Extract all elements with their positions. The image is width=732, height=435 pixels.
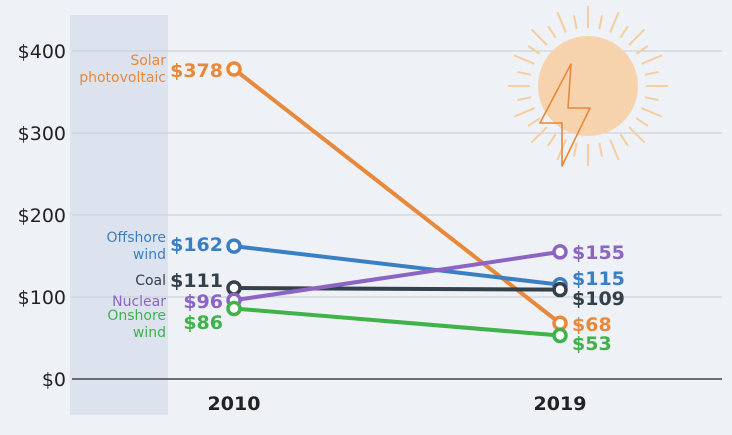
- sun-ray: [641, 54, 663, 65]
- series-name-solar: photovoltaic: [79, 70, 166, 86]
- sun-icon: [508, 6, 668, 167]
- y-tick-label: $300: [18, 123, 66, 145]
- value-label-nuclear-2010: $96: [183, 291, 223, 313]
- series-name-nuclear: Nuclear: [112, 294, 166, 310]
- sun-disc: [538, 36, 638, 136]
- sun-ray: [530, 126, 548, 144]
- sun-ray: [517, 70, 532, 76]
- sun-ray: [527, 45, 541, 55]
- data-point-coal-2019: [552, 281, 568, 298]
- sun-ray: [635, 117, 649, 127]
- y-tick-label: $0: [42, 369, 66, 391]
- series-name-onshore: Onshore: [107, 308, 166, 324]
- series-group: $378Solarphotovoltaic$68$162Offshorewind…: [79, 53, 625, 355]
- sun-ray: [572, 15, 578, 30]
- sun-ray: [609, 11, 620, 33]
- data-point-offshore-2010: [226, 238, 242, 254]
- value-label-onshore-2019: $53: [572, 333, 612, 355]
- sun-ray: [513, 107, 535, 118]
- value-label-onshore-2010: $86: [183, 312, 223, 334]
- value-label-offshore-2010: $162: [170, 234, 223, 256]
- x-tick-label: 2019: [534, 393, 587, 415]
- series-nuclear: $96 Nuclear $155: [112, 242, 625, 313]
- data-point-onshore-2019: [552, 327, 568, 344]
- series-line-offshore: [232, 244, 562, 287]
- sun-ray: [530, 28, 548, 46]
- sun-ray: [556, 11, 567, 33]
- series-line-nuclear: [232, 249, 562, 303]
- sun-ray: [527, 117, 541, 127]
- sun-ray: [644, 70, 659, 76]
- sun-ray: [547, 25, 557, 39]
- sun-ray: [572, 142, 578, 157]
- series-name-offshore: Offshore: [107, 230, 166, 246]
- series-line-onshore: [232, 306, 562, 338]
- data-point-nuclear-2019: [552, 244, 568, 260]
- sun-ray: [635, 45, 649, 55]
- sun-ray: [644, 96, 659, 102]
- data-point-solar-2019: [552, 315, 568, 331]
- x-tick-label: 2010: [208, 393, 261, 415]
- y-tick-label: $200: [18, 205, 66, 227]
- data-point-coal-2010: [226, 280, 242, 296]
- series-name-offshore: wind: [133, 247, 166, 263]
- grid-lines: [72, 50, 722, 380]
- value-label-offshore-2019: $115: [572, 268, 625, 290]
- sun-ray: [547, 133, 557, 147]
- x-axis: 2010 2019: [208, 393, 587, 415]
- series-name-coal: Coal: [135, 273, 166, 289]
- y-tick-label: $400: [18, 41, 66, 63]
- sun-ray: [619, 133, 629, 147]
- sun-ray: [619, 25, 629, 39]
- sun-ray: [628, 28, 646, 46]
- series-line-coal: [232, 285, 562, 292]
- sun-ray: [598, 15, 604, 30]
- sun-ray: [517, 96, 532, 102]
- data-point-onshore-2010: [226, 300, 242, 317]
- series-line-solar: [232, 67, 562, 326]
- y-tick-label: $100: [18, 287, 66, 309]
- sun-ray: [513, 54, 535, 65]
- value-label-coal-2010: $111: [170, 270, 223, 292]
- sun-ray: [598, 142, 604, 157]
- value-label-solar-2019: $68: [572, 314, 612, 336]
- series-name-onshore: wind: [133, 325, 166, 341]
- value-label-nuclear-2019: $155: [572, 242, 625, 264]
- value-label-solar-2010: $378: [170, 60, 223, 82]
- data-point-solar-2010: [226, 61, 242, 77]
- value-label-coal-2019: $109: [572, 288, 625, 310]
- lightning-bolt-icon: [539, 63, 591, 167]
- sun-ray: [628, 126, 646, 144]
- sun-ray: [609, 139, 620, 161]
- sun-ray: [641, 107, 663, 118]
- series-name-solar: Solar: [130, 53, 166, 69]
- y-axis: $0 $100 $200 $300 $400: [18, 41, 66, 391]
